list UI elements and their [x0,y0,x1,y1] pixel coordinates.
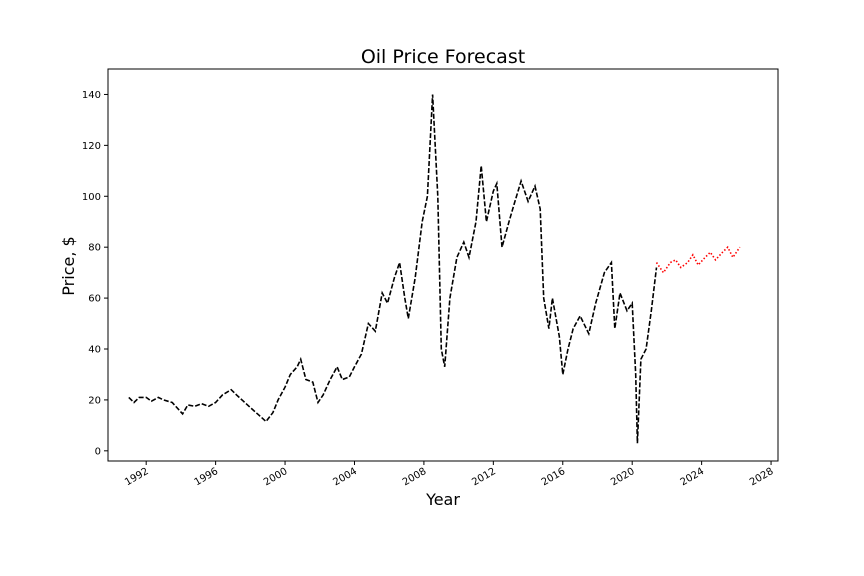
historical-price-line [128,94,658,444]
y-tick-label: 80 [88,243,101,254]
y-tick-label: 40 [88,345,101,356]
y-tick-label: 100 [82,192,101,203]
series-layer [128,94,741,444]
y-tick-label: 20 [88,395,101,406]
y-axis: 0 20 40 60 80 100 120 140 [82,90,108,457]
y-tick-label: 0 [95,446,101,457]
y-tick-label: 60 [88,294,101,305]
y-tick-label: 140 [82,90,101,101]
x-axis-label: Year [425,490,460,509]
chart-title: Oil Price Forecast [361,46,525,68]
y-axis-label: Price, $ [59,236,78,295]
y-tick-label: 120 [82,141,101,152]
plot-frame [107,68,779,462]
